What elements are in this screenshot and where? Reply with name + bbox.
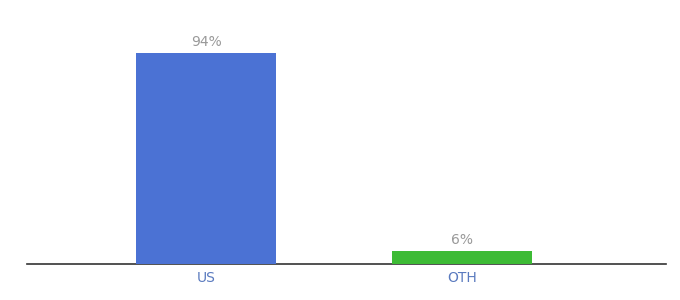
Bar	[136, 52, 277, 264]
Text: 94%: 94%	[191, 35, 222, 49]
Bar	[392, 250, 532, 264]
Text: 6%: 6%	[451, 233, 473, 247]
